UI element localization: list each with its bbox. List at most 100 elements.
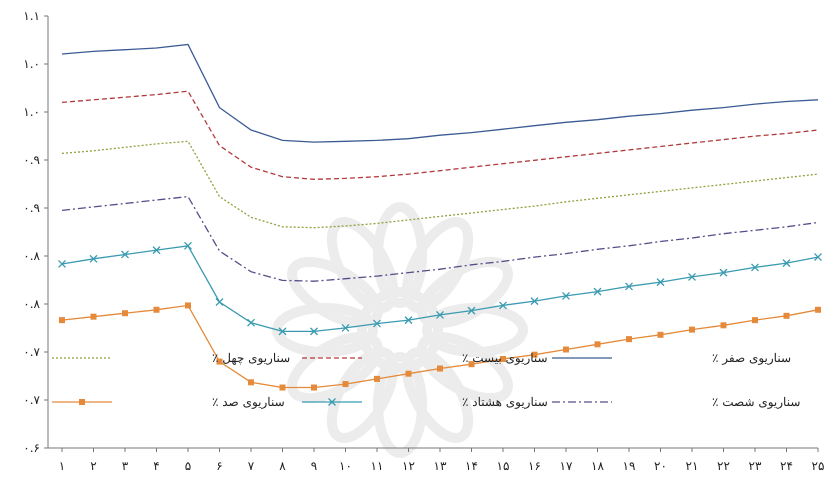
data-point <box>153 306 160 313</box>
x-tick-label: ۱۶ <box>528 459 541 473</box>
data-point <box>342 381 349 388</box>
data-point <box>782 259 791 268</box>
legend-label: سناریوی هشتاد ٪ <box>462 395 548 409</box>
x-tick-label: ۲۱ <box>686 459 699 473</box>
x-tick-label: ۱۴ <box>465 459 478 473</box>
data-point <box>752 317 758 324</box>
series-6 <box>59 302 821 391</box>
data-point <box>278 327 287 336</box>
series-layer <box>58 43 822 391</box>
legend-marker <box>79 399 85 405</box>
data-point <box>152 246 161 255</box>
y-tick-label: ۱.۰ <box>23 57 40 71</box>
y-tick-label: ۱.۰ <box>23 105 40 119</box>
series-1 <box>61 43 819 143</box>
x-tick-label: ۶ <box>216 459 222 473</box>
data-point <box>467 306 476 315</box>
legend-item: سناریوی هشتاد ٪ <box>302 395 548 409</box>
data-point <box>59 317 65 324</box>
data-point <box>720 322 727 329</box>
data-point <box>468 361 475 368</box>
x-tick-label: ۲ <box>90 459 96 473</box>
x-tick-label: ۱۸ <box>591 459 604 473</box>
data-point <box>215 298 224 306</box>
data-point <box>657 331 664 338</box>
x-tick-label: ۲۳ <box>749 459 762 473</box>
y-tick-label: ۱.۱ <box>23 9 40 23</box>
watermark-core <box>357 287 443 373</box>
x-tick-label: ۱۵ <box>497 459 510 473</box>
x-tick-label: ۴ <box>153 459 159 473</box>
x-tick-label: ۱۲ <box>402 459 415 473</box>
data-point <box>499 301 507 310</box>
data-point <box>815 306 821 313</box>
data-point <box>279 384 286 391</box>
data-point <box>531 351 538 358</box>
series-4 <box>61 195 819 282</box>
x-tick-label: ۲۲ <box>717 459 730 473</box>
data-point <box>373 319 381 328</box>
legend-label: سناریوی بیست ٪ <box>462 351 548 365</box>
data-point <box>247 318 255 327</box>
x-axis-ticks: ۱ ۲ ۳ ۴ ۵ ۶ ۷ ۸ ۹ ۱۰ ۱۱ ۱۲ ۱۳ ۱۴ ۱۵ ۱۶ ۱۷ ۱۸ ۱۹ ۲۰ ۲۱ ۲۲ ۲۳ ۲۴ ۲… <box>59 448 825 473</box>
data-point <box>719 268 728 277</box>
x-tick-label: ۱۷ <box>560 459 573 473</box>
legend-item: سناریوی بیست ٪ <box>302 351 548 365</box>
legend-item: سناریوی صفر ٪ <box>552 351 791 365</box>
x-tick-label: ۱۹ <box>623 459 636 473</box>
data-point <box>185 302 191 309</box>
data-point <box>248 379 254 386</box>
watermark-petal <box>416 256 513 329</box>
y-tick-label: ۰.۸ <box>23 297 40 311</box>
data-point <box>656 278 665 287</box>
y-tick-label: ۰.۹ <box>23 201 40 215</box>
x-tick-label: ۱ <box>59 459 65 473</box>
x-tick-label: ۱۰ <box>339 459 352 473</box>
data-point <box>814 253 822 262</box>
x-tick-label: ۳ <box>122 459 129 473</box>
y-tick-label: ۰.۶ <box>23 441 40 455</box>
data-point <box>689 326 695 333</box>
x-tick-label: ۵ <box>185 459 191 473</box>
series-line <box>61 43 819 143</box>
series-5 <box>58 241 822 336</box>
watermark-rosette <box>272 202 528 458</box>
data-point <box>122 310 128 317</box>
data-point <box>216 358 223 365</box>
data-point <box>310 327 318 336</box>
data-point <box>437 365 443 372</box>
data-point <box>89 254 98 263</box>
y-axis-ticks: ۰.۶ ۰.۷ ۰.۷ ۰.۸ ۰.۸ ۰.۹ ۰.۹ ۱.۰ ۱.۰ ۱.۱ <box>23 9 48 455</box>
series-line <box>61 195 819 282</box>
data-point <box>341 323 350 332</box>
data-point <box>530 297 539 306</box>
data-point <box>625 282 633 291</box>
series-2 <box>61 90 819 180</box>
data-point <box>751 263 759 272</box>
data-point <box>436 310 444 319</box>
x-tick-label: ۱۱ <box>371 459 384 473</box>
data-point <box>184 241 192 250</box>
data-point <box>688 272 696 281</box>
y-tick-label: ۰.۷ <box>23 345 40 359</box>
data-point <box>562 291 570 300</box>
legend-label: سناریوی صفر ٪ <box>712 351 791 365</box>
x-tick-label: ۱۳ <box>434 459 447 473</box>
data-point <box>58 260 66 268</box>
legend-item: سناریوی چهل ٪ <box>52 351 290 365</box>
series-3 <box>61 140 819 229</box>
data-point <box>593 287 602 296</box>
y-tick-label: ۰.۸ <box>23 249 40 263</box>
legend-item: سناریوی شصت ٪ <box>552 395 800 409</box>
legend-label: سناریوی چهل ٪ <box>212 351 290 365</box>
data-point <box>500 356 506 363</box>
data-point <box>121 250 129 259</box>
data-point <box>374 375 380 382</box>
legend: سناریوی صفر ٪ سناریوی بیست ٪ سناریوی چهل ٪… <box>52 351 800 409</box>
data-point <box>626 336 632 343</box>
data-point <box>311 384 317 391</box>
x-tick-label: ۲۵ <box>812 459 825 473</box>
series-line <box>61 140 819 229</box>
chart-axes <box>47 16 818 449</box>
